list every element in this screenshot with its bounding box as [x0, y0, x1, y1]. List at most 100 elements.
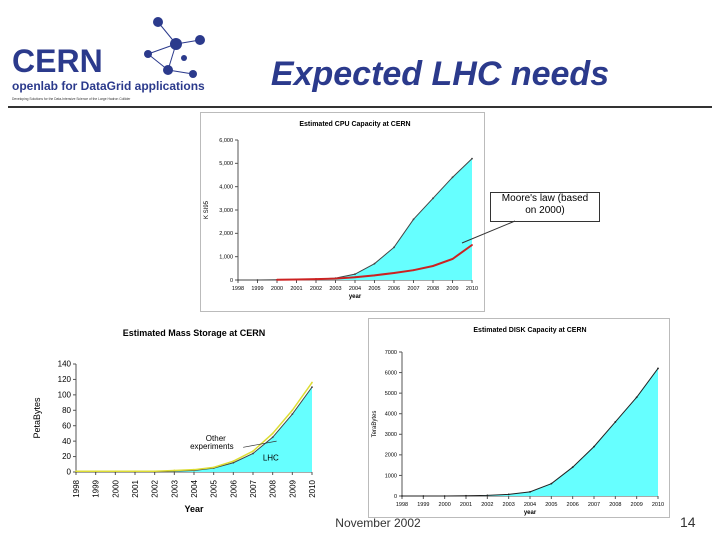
- y-tick-label: 40: [62, 437, 71, 446]
- data-point: [373, 262, 376, 265]
- data-point: [354, 273, 356, 276]
- x-tick-label: 2001: [290, 286, 302, 292]
- data-point: [354, 276, 356, 279]
- y-tick-label: 80: [62, 406, 71, 415]
- network-logo-icon: [144, 17, 205, 78]
- x-tick-label: 2002: [151, 479, 160, 497]
- data-point: [465, 494, 467, 497]
- data-point: [412, 269, 415, 272]
- y-tick-label: 4000: [385, 412, 397, 418]
- x-tick-label: 2005: [368, 286, 380, 292]
- data-point: [114, 470, 117, 473]
- data-point: [373, 274, 376, 277]
- y-tick-label: 100: [58, 391, 72, 400]
- y-tick-label: 5,000: [219, 161, 233, 167]
- annotation-lhc: LHC: [263, 453, 279, 462]
- data-point: [237, 279, 239, 281]
- y-tick-label: 0: [67, 468, 72, 477]
- x-tick-label: 2004: [524, 502, 536, 508]
- x-tick-label: 1999: [92, 479, 101, 497]
- data-point: [593, 445, 595, 448]
- x-tick-label: 2004: [349, 286, 361, 292]
- x-tick-label: 2007: [407, 286, 419, 292]
- annotation-pointer: [243, 440, 277, 448]
- x-tick-label: 2001: [460, 502, 472, 508]
- x-axis-label: year: [524, 510, 537, 516]
- data-point: [212, 466, 215, 469]
- data-point: [432, 197, 434, 200]
- series-area: [76, 387, 312, 472]
- page-number: 14: [680, 514, 696, 530]
- x-tick-label: 2009: [446, 286, 458, 292]
- data-point: [451, 176, 454, 179]
- y-tick-label: 6,000: [219, 138, 233, 144]
- data-point: [451, 258, 454, 260]
- data-point: [471, 244, 473, 246]
- x-tick-label: 1998: [232, 286, 244, 292]
- disk-capacity-chart: Estimated DISK Capacity at CERN 0 1000 2000…: [368, 318, 670, 518]
- chart-title: Estimated Mass Storage at CERN: [123, 328, 266, 338]
- data-point: [657, 367, 659, 370]
- x-tick-label: 2007: [588, 502, 600, 508]
- logo-wordmark: CERN: [12, 43, 103, 79]
- x-tick-label: 1999: [251, 286, 263, 292]
- x-tick-label: 2000: [271, 286, 283, 292]
- y-tick-label: 2000: [385, 453, 397, 459]
- data-point: [432, 265, 434, 267]
- x-tick-label: 2006: [229, 479, 238, 497]
- data-point: [134, 470, 136, 473]
- x-tick-label: 2001: [131, 479, 140, 497]
- mass-storage-chart: Estimated Mass Storage at CERN 0 20 40 60 80 1…: [28, 322, 328, 518]
- data-point: [614, 421, 617, 423]
- x-tick-label: 2002: [310, 286, 322, 292]
- series-area: [402, 368, 658, 496]
- x-tick-label: 2007: [249, 479, 258, 497]
- callout-pointer: [461, 220, 516, 244]
- y-tick-label: 1,000: [219, 255, 233, 261]
- y-tick-label: 3,000: [219, 208, 233, 214]
- data-point: [334, 277, 337, 280]
- data-point: [256, 279, 259, 281]
- chart-title: Estimated DISK Capacity at CERN: [473, 327, 586, 334]
- data-point: [422, 495, 425, 497]
- callout-line-2: on 2000): [525, 205, 565, 216]
- data-point: [153, 470, 156, 473]
- x-tick-label: 2009: [288, 479, 297, 497]
- y-axis-label: K SI95: [204, 200, 210, 219]
- x-tick-label: 2009: [631, 502, 643, 508]
- data-point: [443, 495, 446, 497]
- y-tick-label: 20: [62, 452, 71, 461]
- x-tick-label: 1998: [72, 479, 81, 497]
- x-tick-label: 2006: [388, 286, 400, 292]
- x-tick-label: 2003: [503, 502, 515, 508]
- y-tick-label: 0: [394, 494, 397, 500]
- moores-law-callout: Moore's law (based on 2000): [490, 192, 600, 222]
- y-axis-label: TeraBytes: [372, 411, 378, 438]
- footer-date: November 2002: [335, 516, 421, 530]
- y-tick-label: 140: [58, 360, 72, 369]
- x-axis-label: Year: [184, 504, 204, 514]
- data-point: [401, 495, 403, 497]
- y-tick-label: 0: [230, 278, 233, 284]
- x-tick-label: 2010: [652, 502, 664, 508]
- cern-openlab-logo: CERN openlab for DataGrid applications D…: [12, 17, 205, 101]
- data-point: [232, 460, 235, 463]
- slide-title: Expected LHC needs: [270, 55, 610, 93]
- series-area: [238, 158, 472, 280]
- title-divider: [8, 106, 712, 108]
- data-point: [94, 470, 97, 473]
- data-point: [311, 381, 313, 384]
- x-tick-label: 2005: [545, 502, 557, 508]
- data-point: [412, 218, 415, 221]
- data-point: [75, 470, 77, 473]
- data-point: [291, 409, 294, 412]
- x-tick-label: 2000: [111, 479, 120, 497]
- data-point: [393, 272, 395, 274]
- y-tick-label: 5000: [385, 391, 397, 397]
- y-axis-label: PetaBytes: [32, 397, 42, 439]
- data-point: [550, 482, 553, 485]
- logo-subtitle: openlab for DataGrid applications: [12, 79, 205, 93]
- chart-title: Estimated CPU Capacity at CERN: [299, 121, 410, 128]
- y-tick-label: 120: [58, 375, 72, 384]
- y-tick-label: 6000: [385, 370, 397, 376]
